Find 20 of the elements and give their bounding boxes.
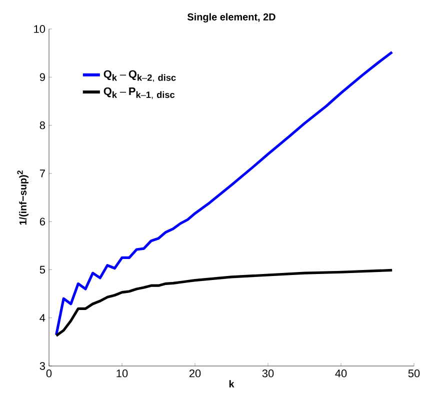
chart-title: Single element, 2D <box>187 13 276 22</box>
x-axis-title: k <box>229 380 234 388</box>
x-tick-label: 30 <box>262 370 274 378</box>
x-tick-label: 40 <box>335 370 347 378</box>
y-tick-label: 8 <box>40 121 45 130</box>
y-tick-label: 7 <box>40 170 45 178</box>
legend-label: $\mathbf{Q_{k} - P_{k-1,\ disc}}$ <box>104 87 175 100</box>
line-series <box>55 50 394 336</box>
y-tick-label: 9 <box>40 73 45 82</box>
x-tick-label: 20 <box>189 370 201 378</box>
y-tick-label: 5 <box>40 266 46 274</box>
x-tick-label: 0 <box>46 370 52 378</box>
y-axis-title: 1/(inf−sup)$^{2}$ <box>17 170 28 225</box>
y-tick-label: 10 <box>34 25 46 33</box>
y-tick-label: 6 <box>40 218 45 226</box>
y-tick-label: 4 <box>40 314 46 322</box>
legend-label: $\mathbf{Q_{k} - Q_{k-2,\ disc}}$ <box>104 70 176 82</box>
y-tick-label: 3 <box>40 362 45 370</box>
x-tick-label: 50 <box>408 370 420 378</box>
x-tick-label: 10 <box>116 370 128 378</box>
